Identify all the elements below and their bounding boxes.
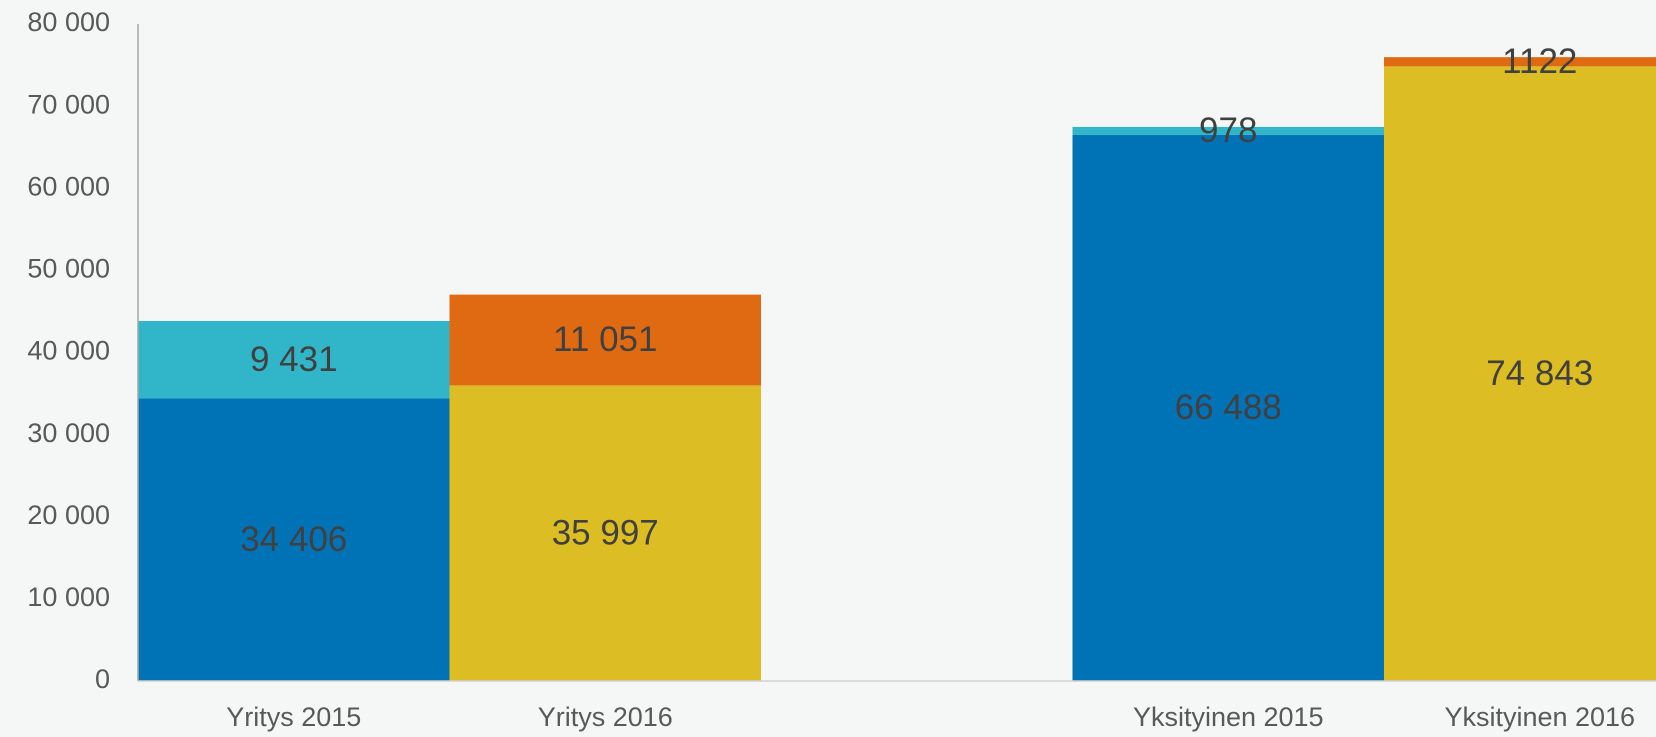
y-tick-label: 20 000: [27, 500, 110, 530]
data-label: 9 431: [250, 340, 338, 379]
data-label: 35 997: [552, 513, 659, 552]
bar-segment: [1072, 134, 1384, 682]
x-tick-label: Yksityinen 2015: [1133, 702, 1324, 732]
bar-segment: [138, 320, 450, 399]
data-label: 1122: [1502, 42, 1577, 81]
x-tick-label: Yritys 2015: [226, 702, 361, 732]
bar-segment: [1072, 126, 1384, 135]
y-tick-label: 60 000: [27, 171, 110, 201]
x-tick-label: Yritys 2016: [538, 702, 673, 732]
y-tick-label: 80 000: [27, 7, 110, 37]
data-label: 34 406: [240, 520, 347, 559]
y-tick-label: 40 000: [27, 336, 110, 366]
y-tick-label: 70 000: [27, 89, 110, 119]
bar-segment: [1384, 66, 1656, 681]
bar-segment: [449, 294, 761, 386]
y-tick-label: 30 000: [27, 418, 110, 448]
data-label: 11 051: [553, 320, 657, 359]
y-tick-label: 50 000: [27, 254, 110, 284]
y-tick-label: 0: [95, 664, 110, 694]
data-label: 978: [1199, 111, 1257, 150]
x-tick-label: Yksityinen 2016: [1444, 702, 1635, 732]
bar-segment: [138, 398, 450, 681]
data-label: 66 488: [1175, 388, 1282, 427]
bar-segment: [1384, 57, 1656, 67]
data-label: 74 843: [1486, 354, 1593, 393]
bar-segment: [449, 385, 761, 681]
y-tick-label: 10 000: [27, 582, 110, 612]
